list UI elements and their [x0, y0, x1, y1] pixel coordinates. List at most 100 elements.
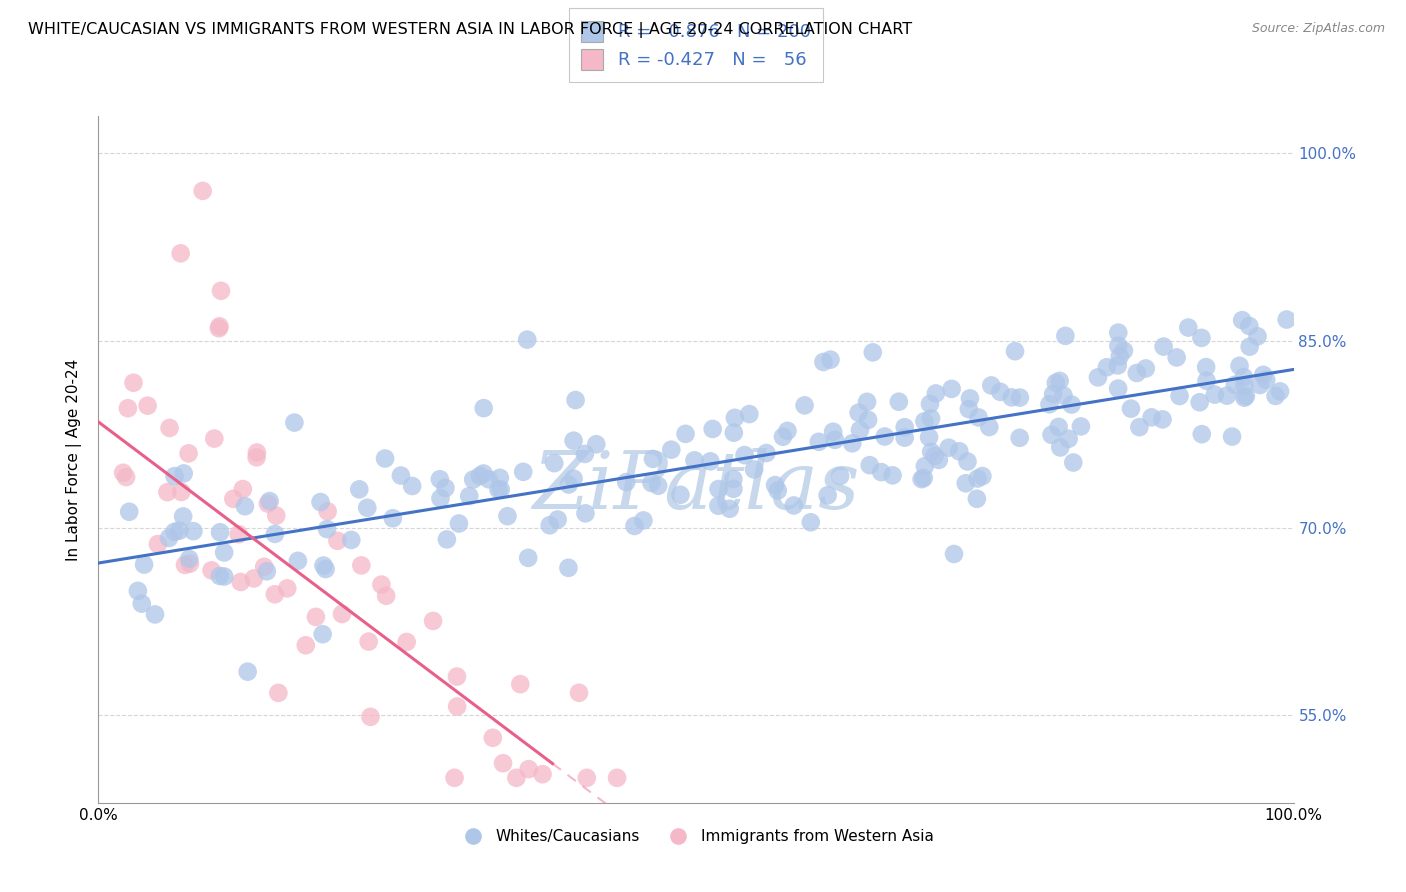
Point: [702, 422, 724, 436]
Point: [1239, 318, 1261, 333]
Point: [1135, 361, 1157, 376]
Point: [228, 527, 250, 541]
Point: [163, 524, 186, 539]
Point: [1268, 384, 1291, 399]
Point: [1095, 360, 1118, 375]
Point: [1087, 370, 1109, 384]
Point: [531, 767, 554, 781]
Point: [208, 319, 231, 334]
Point: [928, 453, 950, 467]
Point: [1070, 419, 1092, 434]
Point: [979, 420, 1001, 434]
Point: [823, 425, 845, 439]
Point: [395, 635, 418, 649]
Point: [146, 537, 169, 551]
Point: [772, 430, 794, 444]
Point: [870, 465, 893, 479]
Point: [463, 473, 485, 487]
Point: [1234, 389, 1257, 403]
Point: [509, 677, 531, 691]
Point: [911, 472, 934, 486]
Point: [707, 482, 730, 496]
Point: [557, 477, 579, 491]
Point: [967, 410, 990, 425]
Point: [191, 184, 214, 198]
Point: [370, 577, 392, 591]
Point: [1233, 391, 1256, 405]
Point: [606, 771, 628, 785]
Point: [893, 420, 915, 434]
Point: [264, 508, 287, 523]
Point: [315, 562, 337, 576]
Point: [159, 421, 181, 435]
Point: [122, 376, 145, 390]
Point: [641, 451, 664, 466]
Point: [401, 479, 423, 493]
Point: [246, 445, 269, 459]
Point: [436, 533, 458, 547]
Point: [1168, 389, 1191, 403]
Point: [675, 426, 697, 441]
Point: [1230, 313, 1253, 327]
Point: [817, 488, 839, 502]
Point: [912, 471, 935, 485]
Point: [547, 512, 569, 526]
Point: [793, 398, 815, 412]
Point: [446, 699, 468, 714]
Point: [316, 522, 339, 536]
Point: [1126, 366, 1149, 380]
Point: [169, 524, 191, 538]
Point: [179, 557, 201, 571]
Point: [723, 472, 745, 486]
Point: [575, 771, 598, 785]
Point: [1047, 420, 1070, 434]
Point: [256, 564, 278, 578]
Point: [163, 469, 186, 483]
Point: [246, 450, 269, 465]
Point: [1233, 370, 1256, 384]
Point: [1128, 420, 1150, 434]
Point: [259, 494, 281, 508]
Point: [517, 550, 540, 565]
Point: [375, 589, 398, 603]
Point: [472, 401, 495, 416]
Point: [434, 481, 457, 495]
Point: [683, 453, 706, 467]
Point: [659, 442, 682, 457]
Point: [1057, 432, 1080, 446]
Point: [512, 465, 534, 479]
Point: [1195, 374, 1218, 388]
Point: [253, 559, 276, 574]
Point: [755, 446, 778, 460]
Point: [893, 431, 915, 445]
Point: [1001, 390, 1024, 404]
Point: [1107, 326, 1129, 340]
Point: [766, 483, 789, 498]
Point: [941, 382, 963, 396]
Point: [1152, 412, 1174, 426]
Point: [912, 414, 935, 428]
Point: [481, 731, 505, 745]
Point: [489, 483, 512, 497]
Point: [243, 571, 266, 585]
Point: [614, 475, 637, 489]
Point: [169, 246, 191, 260]
Point: [988, 384, 1011, 399]
Point: [472, 467, 495, 481]
Point: [212, 569, 235, 583]
Point: [1119, 401, 1142, 416]
Point: [1045, 376, 1067, 390]
Point: [1049, 374, 1071, 388]
Point: [236, 665, 259, 679]
Point: [882, 468, 904, 483]
Point: [458, 489, 481, 503]
Point: [763, 478, 786, 492]
Point: [738, 407, 761, 421]
Point: [156, 485, 179, 500]
Point: [349, 483, 371, 497]
Point: [209, 284, 232, 298]
Text: WHITE/CAUCASIAN VS IMMIGRANTS FROM WESTERN ASIA IN LABOR FORCE | AGE 20-24 CORRE: WHITE/CAUCASIAN VS IMMIGRANTS FROM WESTE…: [28, 22, 912, 38]
Point: [856, 395, 879, 409]
Point: [357, 634, 380, 648]
Point: [208, 569, 231, 583]
